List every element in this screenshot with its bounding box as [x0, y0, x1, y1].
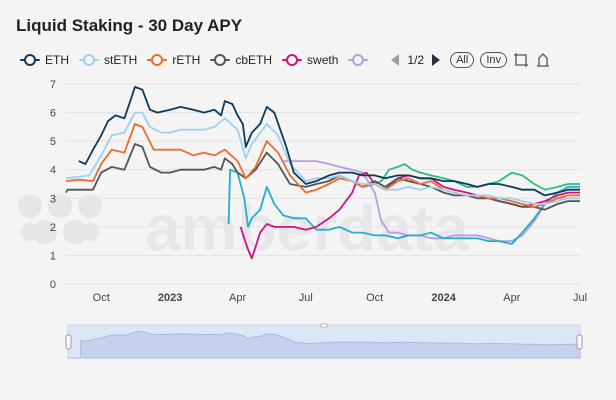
x-tick-label: Oct: [93, 292, 110, 304]
x-tick-label: Oct: [366, 292, 383, 304]
watermark-dot: [81, 223, 99, 241]
x-tick-label: Apr: [503, 292, 520, 304]
y-tick-label: 2: [50, 222, 56, 234]
zoom-select-icon[interactable]: [513, 52, 529, 68]
legend-label: sweth: [307, 53, 339, 67]
x-tick-label: Apr: [229, 292, 246, 304]
invert-selection-button[interactable]: Inv: [480, 52, 507, 68]
legend-swatch-icon: [210, 53, 231, 67]
next-page-arrow-icon[interactable]: [432, 54, 441, 66]
range-drag-grip[interactable]: [320, 323, 328, 328]
range-handle-right[interactable]: [576, 334, 583, 350]
legend-item[interactable]: sweth: [282, 53, 338, 67]
watermark-dot: [63, 220, 87, 244]
legend-item[interactable]: ETH: [20, 53, 69, 67]
x-tick-label: 2023: [158, 292, 182, 304]
legend-swatch-icon: [147, 53, 168, 67]
series-line[interactable]: [65, 123, 580, 208]
legend-label: ETH: [45, 53, 69, 67]
legend-label: rETH: [172, 53, 201, 67]
legend-label: cbETH: [235, 53, 273, 67]
previous-page-arrow-icon[interactable]: [391, 54, 400, 66]
watermark-dot: [33, 220, 57, 244]
y-tick-label: 3: [50, 193, 56, 205]
x-tick-label: 2024: [431, 292, 456, 304]
y-tick-label: 5: [50, 136, 56, 148]
x-axis: Oct 2023 Apr Jul Oct 2024 Apr Jul: [93, 292, 587, 304]
watermark-dot: [21, 223, 39, 241]
watermark-dot: [78, 194, 102, 218]
x-tick-label: Jul: [299, 292, 313, 304]
legend-item[interactable]: rETH: [147, 53, 200, 67]
y-tick-label: 7: [50, 79, 56, 91]
series-line[interactable]: [374, 163, 580, 191]
series-line[interactable]: [78, 86, 580, 197]
x-tick-label: Jul: [573, 292, 587, 304]
select-all-button[interactable]: All: [450, 52, 475, 68]
legend-swatch-icon: [79, 53, 99, 67]
legend-swatch-icon: [348, 53, 369, 67]
y-tick-label: 4: [50, 165, 56, 177]
legend-item[interactable]: stETH: [79, 53, 137, 67]
legend-page-indicator: 1/2: [407, 53, 425, 67]
series-line[interactable]: [65, 111, 580, 205]
legend-item[interactable]: [348, 53, 373, 67]
series-lines: [65, 86, 580, 260]
watermark-dot: [18, 194, 42, 218]
chart-title: Liquid Staking - 30 Day APY: [16, 16, 243, 35]
y-tick-label: 0: [50, 279, 56, 291]
range-slider-area: [68, 330, 581, 359]
legend-pager: 1/2: [385, 53, 450, 67]
watermark-logo-icon: [18, 194, 102, 244]
y-axis: 0 1 2 3 4 5 6 7: [50, 79, 56, 291]
legend-swatch-icon: [282, 53, 303, 67]
watermark-dot: [48, 194, 72, 218]
watermark: amberdata: [145, 192, 469, 264]
series-line[interactable]: [227, 168, 580, 245]
y-tick-label: 6: [50, 108, 56, 120]
legend-label: stETH: [104, 53, 138, 67]
series-line[interactable]: [283, 160, 580, 243]
range-handle-left[interactable]: [65, 334, 72, 350]
legend-swatch-icon: [20, 53, 40, 67]
y-tick-label: 1: [50, 250, 56, 262]
range-slider[interactable]: [65, 323, 583, 359]
legend: ETH stETH rETH cbETH sweth 1/2 All Inv: [20, 50, 557, 70]
legend-item[interactable]: cbETH: [210, 53, 272, 67]
zoom-reset-icon[interactable]: [535, 52, 551, 68]
